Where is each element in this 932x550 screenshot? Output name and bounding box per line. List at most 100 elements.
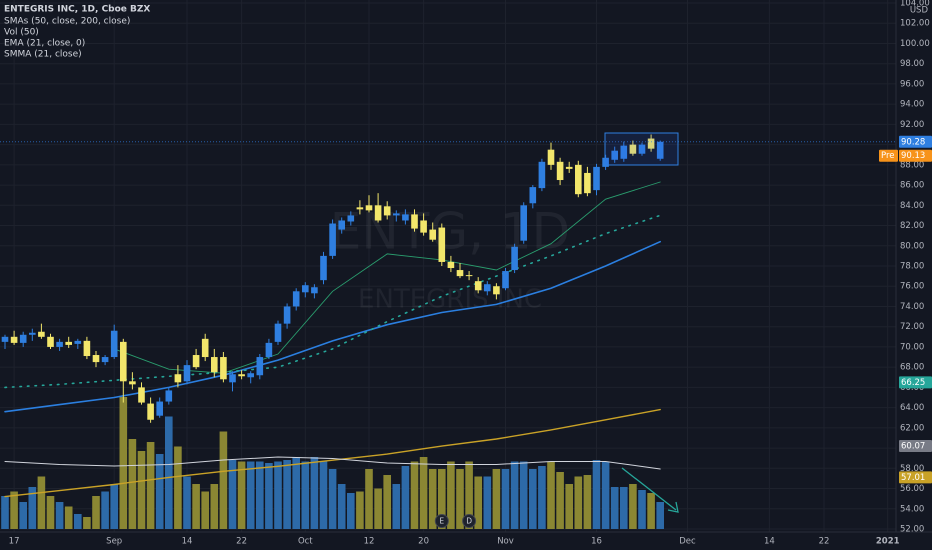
- legend: ENTEGRIS INC, 1D, Cboe BZX SMAs (50, clo…: [4, 5, 150, 60]
- candle-body: [638, 144, 646, 154]
- candle-body: [338, 220, 345, 230]
- volume-bar: [647, 493, 655, 529]
- y-tick-label: 62.00: [900, 423, 924, 433]
- candle-body: [238, 374, 245, 377]
- volume-bar: [428, 469, 437, 529]
- candle-body: [19, 334, 27, 343]
- volume-bar: [256, 461, 264, 529]
- candle-body: [593, 166, 600, 191]
- price-tag-label: 90.13: [901, 151, 925, 161]
- y-tick-label: 92.00: [900, 120, 924, 130]
- volume-bar: [165, 416, 173, 529]
- price-tag-label: 66.25: [901, 378, 925, 388]
- currency: USD: [910, 6, 929, 16]
- y-tick-label: 104.00: [900, 0, 930, 9]
- price-tag-prefix-box: [879, 149, 898, 162]
- volume-bar: [183, 476, 191, 529]
- title: ENTEGRIS INC, 1D, Cboe BZX: [4, 5, 150, 15]
- candle-body: [56, 341, 63, 347]
- candle-body: [511, 246, 518, 271]
- candle-body: [192, 355, 200, 368]
- volume-bar: [219, 431, 228, 529]
- candle-body: [65, 341, 72, 345]
- volume-bar: [46, 496, 55, 529]
- volume-bar: [283, 460, 291, 529]
- y-tick-label: 52.00: [900, 525, 924, 535]
- volume-bar: [19, 502, 27, 529]
- y-tick-label: 82.00: [900, 221, 924, 231]
- price-tag-label: 60.07: [901, 442, 925, 452]
- candle-body: [211, 357, 218, 373]
- volume-bar: [74, 514, 82, 529]
- y-tick-label: 64.00: [900, 403, 924, 413]
- candle-body: [365, 205, 373, 211]
- candle-body: [602, 157, 609, 167]
- volume-bar: [510, 461, 519, 529]
- candle-body: [302, 285, 309, 293]
- candle-body: [311, 287, 318, 294]
- x-tick-label: 20: [418, 537, 429, 547]
- event-badge: [462, 514, 477, 528]
- candle-body: [520, 205, 527, 241]
- axes: 52.0054.0056.0058.0060.0062.0064.0066.00…: [9, 0, 932, 547]
- indicator-line: [4, 408, 661, 498]
- indicator: SMMA (21, close): [4, 50, 82, 60]
- y-tick-label: 98.00: [900, 59, 924, 69]
- y-tick-label: 86.00: [900, 181, 924, 191]
- price-tag: [899, 376, 932, 389]
- candle-body: [547, 149, 555, 165]
- candle-body: [556, 161, 564, 181]
- candle-body: [283, 306, 291, 324]
- volume-bar: [119, 397, 128, 529]
- x-tick-label: 17: [9, 537, 20, 547]
- volume-bar: [538, 466, 546, 529]
- x-tick-label: Dec: [679, 537, 696, 547]
- candle-body: [101, 357, 109, 363]
- y-tick-label: 76.00: [900, 282, 924, 292]
- volume-bar: [201, 491, 209, 529]
- candle-body: [474, 281, 482, 291]
- volume-bar: [128, 439, 137, 529]
- x-tick-label: Oct: [298, 537, 313, 547]
- watermark-symbol: ENTG, 1D: [330, 203, 570, 261]
- volume-bar: [319, 461, 328, 529]
- candle-body: [129, 381, 136, 385]
- candle-body: [92, 355, 100, 363]
- candle-body: [493, 286, 500, 295]
- volume-bar: [64, 506, 73, 529]
- volume-bar: [356, 491, 364, 529]
- candle-body: [83, 340, 91, 357]
- indicator: Vol (50): [4, 28, 39, 38]
- price-tag: [899, 471, 932, 484]
- trend-arrow: [621, 467, 677, 511]
- candle-body: [502, 271, 509, 289]
- candle-body: [420, 220, 427, 233]
- indicator-line: [4, 214, 661, 389]
- candle-body: [356, 207, 364, 210]
- volume-bar: [492, 469, 501, 529]
- volume-bar: [401, 466, 410, 529]
- candle-body: [38, 331, 45, 337]
- y-tick-label: 78.00: [900, 262, 924, 272]
- volume-bar: [392, 484, 401, 529]
- x-tick-label: 14: [764, 537, 775, 547]
- y-tick-label: 88.00: [900, 160, 924, 170]
- volume-bar: [456, 469, 464, 529]
- volume-bar: [565, 484, 573, 529]
- volume-bar: [410, 461, 419, 529]
- volume-bar: [1, 496, 9, 529]
- candle-body: [438, 227, 446, 262]
- volume-bar: [529, 469, 537, 529]
- candle-body: [456, 270, 464, 277]
- x-tick-label: 22: [236, 537, 247, 547]
- candle-body: [138, 387, 145, 403]
- candle-body: [647, 138, 655, 149]
- y-tick-label: 58.00: [900, 464, 924, 474]
- trend-arrow-head: [667, 501, 679, 513]
- event-label: E: [439, 517, 444, 526]
- volume-bar: [519, 461, 528, 529]
- volume-bar: [501, 469, 510, 529]
- volume-bar: [101, 491, 109, 529]
- candle-body: [429, 229, 436, 240]
